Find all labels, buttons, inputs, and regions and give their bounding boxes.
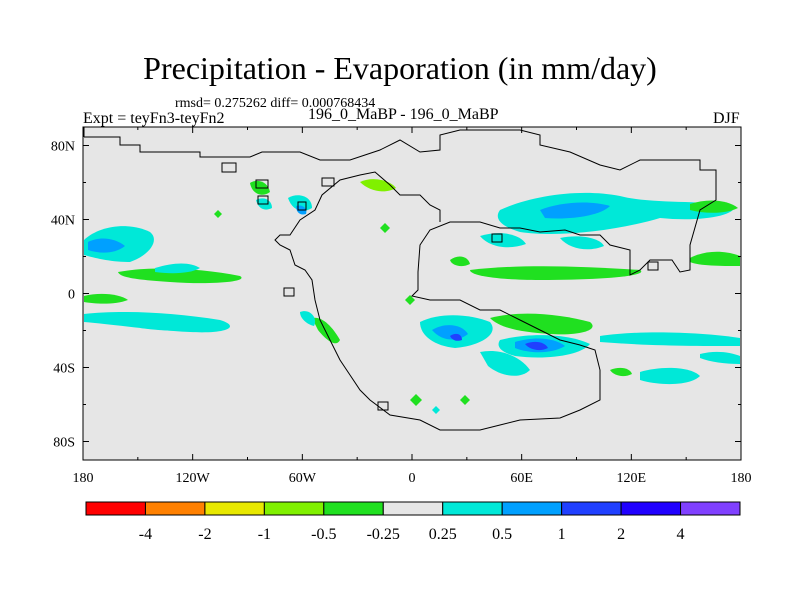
colorbar-swatch (323, 501, 384, 516)
y-tick-label: 40S (53, 362, 75, 377)
y-tick-label: 80S (53, 436, 75, 451)
field-asia-south-2 (560, 236, 604, 250)
colorbar-label: 4 (677, 526, 685, 543)
x-tick-label: 180 (731, 471, 752, 486)
x-tick-label: 120W (176, 471, 211, 486)
field-sw-pacific-dry (610, 367, 632, 377)
plot-title: Precipitation - Evaporation (in mm/day) (143, 50, 657, 86)
coastline-island-1 (221, 162, 237, 173)
field-africa-peak (450, 333, 462, 341)
field-southern-indian-peak (525, 341, 548, 351)
colorbar-swatch (382, 501, 444, 516)
colorbar-swatch (561, 501, 622, 516)
colorbar-swatch (204, 501, 265, 516)
season-label: DJF (713, 110, 740, 127)
y-axis: 80N 40N 0 40S 80S (51, 140, 741, 451)
y-tick-label: 40N (51, 214, 75, 229)
field-north-pacific-core (88, 238, 125, 253)
field-tethys-band (470, 266, 642, 280)
x-tick-label: 60E (510, 471, 533, 486)
coastline-island-3 (257, 195, 269, 205)
coastline-island-2 (255, 179, 269, 189)
coastline-island-7 (283, 287, 295, 297)
field-dot-3 (380, 223, 390, 233)
field-sw-pacific-band (600, 332, 740, 346)
colorbar-label: 2 (617, 526, 625, 543)
coastline-island-8 (377, 401, 389, 411)
colorbar-swatch (263, 501, 325, 516)
colorbar-label: -0.5 (311, 526, 336, 543)
field-west-coast-wet (300, 311, 316, 326)
y-tick-label: 80N (51, 140, 75, 155)
field-dot-2 (460, 395, 470, 405)
colorbar-swatch (85, 501, 146, 516)
field-pacific-dry-band (118, 268, 242, 284)
field-dot-1 (410, 394, 422, 406)
field-dot-4 (405, 295, 415, 305)
colorbar-swatch (501, 501, 563, 516)
y-tick-label: 0 (68, 288, 75, 303)
x-tick-label: 120E (617, 471, 647, 486)
field-south-pacific-2 (140, 319, 220, 331)
colorbar-label: -1 (258, 526, 271, 543)
experiment-label: Expt = teyFn3-teyFn2 (83, 110, 225, 127)
field-sw-pacific (640, 367, 700, 385)
field-ne-asia-dry (690, 200, 738, 213)
x-tick-label: 0 (409, 471, 416, 486)
field-central-asia-core (540, 202, 610, 219)
colorbar-label: 1 (558, 526, 566, 543)
x-tick-label: 180 (73, 471, 94, 486)
field-indian-dry (490, 313, 593, 335)
colorbar-swatch (144, 501, 206, 516)
field-tethys-patch (450, 256, 470, 267)
x-tick-label: 60W (289, 471, 317, 486)
field-east-band (690, 251, 740, 266)
colorbar-label: 0.25 (429, 526, 457, 543)
coastline-island-9 (321, 177, 335, 187)
map-background (83, 127, 741, 460)
anomaly-fields (84, 179, 740, 414)
field-pacific-wet-patch (155, 263, 200, 274)
colorbar-label: -0.25 (367, 526, 400, 543)
field-south-africa (480, 350, 530, 376)
field-sw-pacific-2 (700, 351, 740, 364)
stats-label: rmsd= 0.275262 diff= 0.000768434 (175, 96, 376, 111)
colorbar-swatch (680, 501, 741, 516)
field-dot-6 (432, 406, 440, 414)
x-axis: 180 120W 60W 0 60E 120E 180 (73, 127, 752, 486)
field-central-asia (497, 192, 735, 235)
colorbar-label: -2 (198, 526, 211, 543)
coastline-island-4 (297, 201, 307, 211)
colorbar-swatch (620, 501, 682, 516)
coastline-island-5 (491, 233, 503, 243)
field-dot-5 (214, 210, 222, 218)
colorbar-label: -4 (139, 526, 152, 543)
coastline-island-6 (647, 261, 659, 271)
colorbar-label: 0.5 (492, 526, 512, 543)
field-east-pacific (84, 293, 128, 304)
period-label: 196_0_MaBP - 196_0_MaBP (308, 106, 499, 123)
colorbar: -4 -2 -1 -0.5 -0.25 0.25 0.5 1 2 4 (85, 501, 741, 543)
field-west-coast (312, 317, 340, 344)
colorbar-swatch (442, 501, 503, 516)
